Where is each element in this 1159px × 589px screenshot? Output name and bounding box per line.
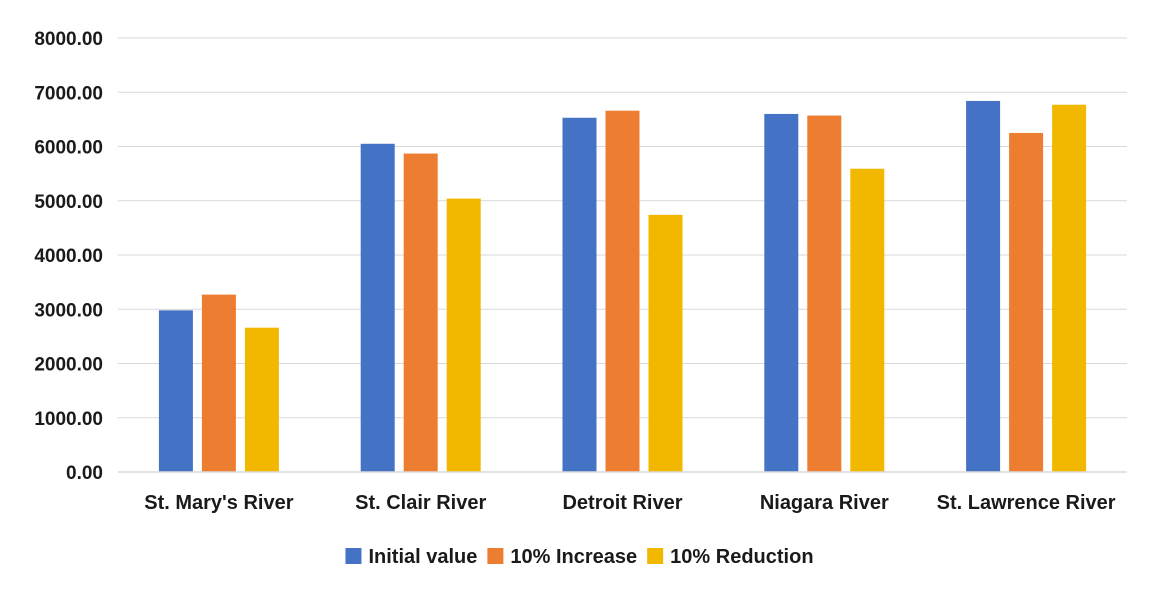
- bar: [648, 214, 683, 473]
- x-category-label: Detroit River: [562, 492, 682, 514]
- bar: [403, 153, 438, 473]
- legend-label: 10% Increase: [510, 546, 637, 568]
- x-category-label: St. Lawrence River: [937, 492, 1116, 514]
- legend-swatch: [487, 548, 504, 564]
- bar: [360, 143, 395, 472]
- legend-swatch: [345, 548, 362, 564]
- legend-label: 10% Reduction: [670, 546, 813, 568]
- bar: [158, 310, 193, 472]
- bar: [244, 327, 279, 472]
- bar: [966, 100, 1001, 473]
- legend-label: Initial value: [368, 546, 477, 568]
- bar: [850, 168, 885, 472]
- y-tick-label: 8000.00: [34, 29, 103, 50]
- y-axis-tick-labels: 0.00 1000.00 2000.00 3000.00 4000.00 5000.00 6…: [34, 29, 103, 484]
- y-tick-label: 1000.00: [34, 409, 103, 430]
- x-axis: St. Mary's River St. Clair River Detroit R…: [118, 471, 1127, 514]
- y-tick-label: 6000.00: [34, 138, 103, 159]
- bar: [605, 110, 640, 472]
- legend-swatch: [647, 548, 664, 564]
- bar: [764, 113, 799, 472]
- y-tick-label: 7000.00: [34, 83, 103, 104]
- bar: [1009, 132, 1044, 472]
- y-tick-label: 0.00: [66, 463, 103, 484]
- bar: [807, 115, 842, 472]
- bar: [446, 198, 481, 472]
- bar: [1052, 104, 1087, 472]
- x-category-label: Niagara River: [760, 492, 889, 514]
- y-tick-label: 2000.00: [34, 355, 103, 376]
- x-category-label: St. Clair River: [355, 492, 486, 514]
- x-category-label: St. Mary's River: [144, 492, 293, 514]
- bar: [562, 117, 597, 472]
- bars: [158, 100, 1087, 473]
- y-tick-label: 5000.00: [34, 192, 103, 213]
- y-tick-label: 4000.00: [34, 246, 103, 267]
- bar: [201, 294, 236, 472]
- legend: Initial value 10% Increase 10% Reduction: [345, 546, 814, 568]
- y-tick-label: 3000.00: [34, 300, 103, 321]
